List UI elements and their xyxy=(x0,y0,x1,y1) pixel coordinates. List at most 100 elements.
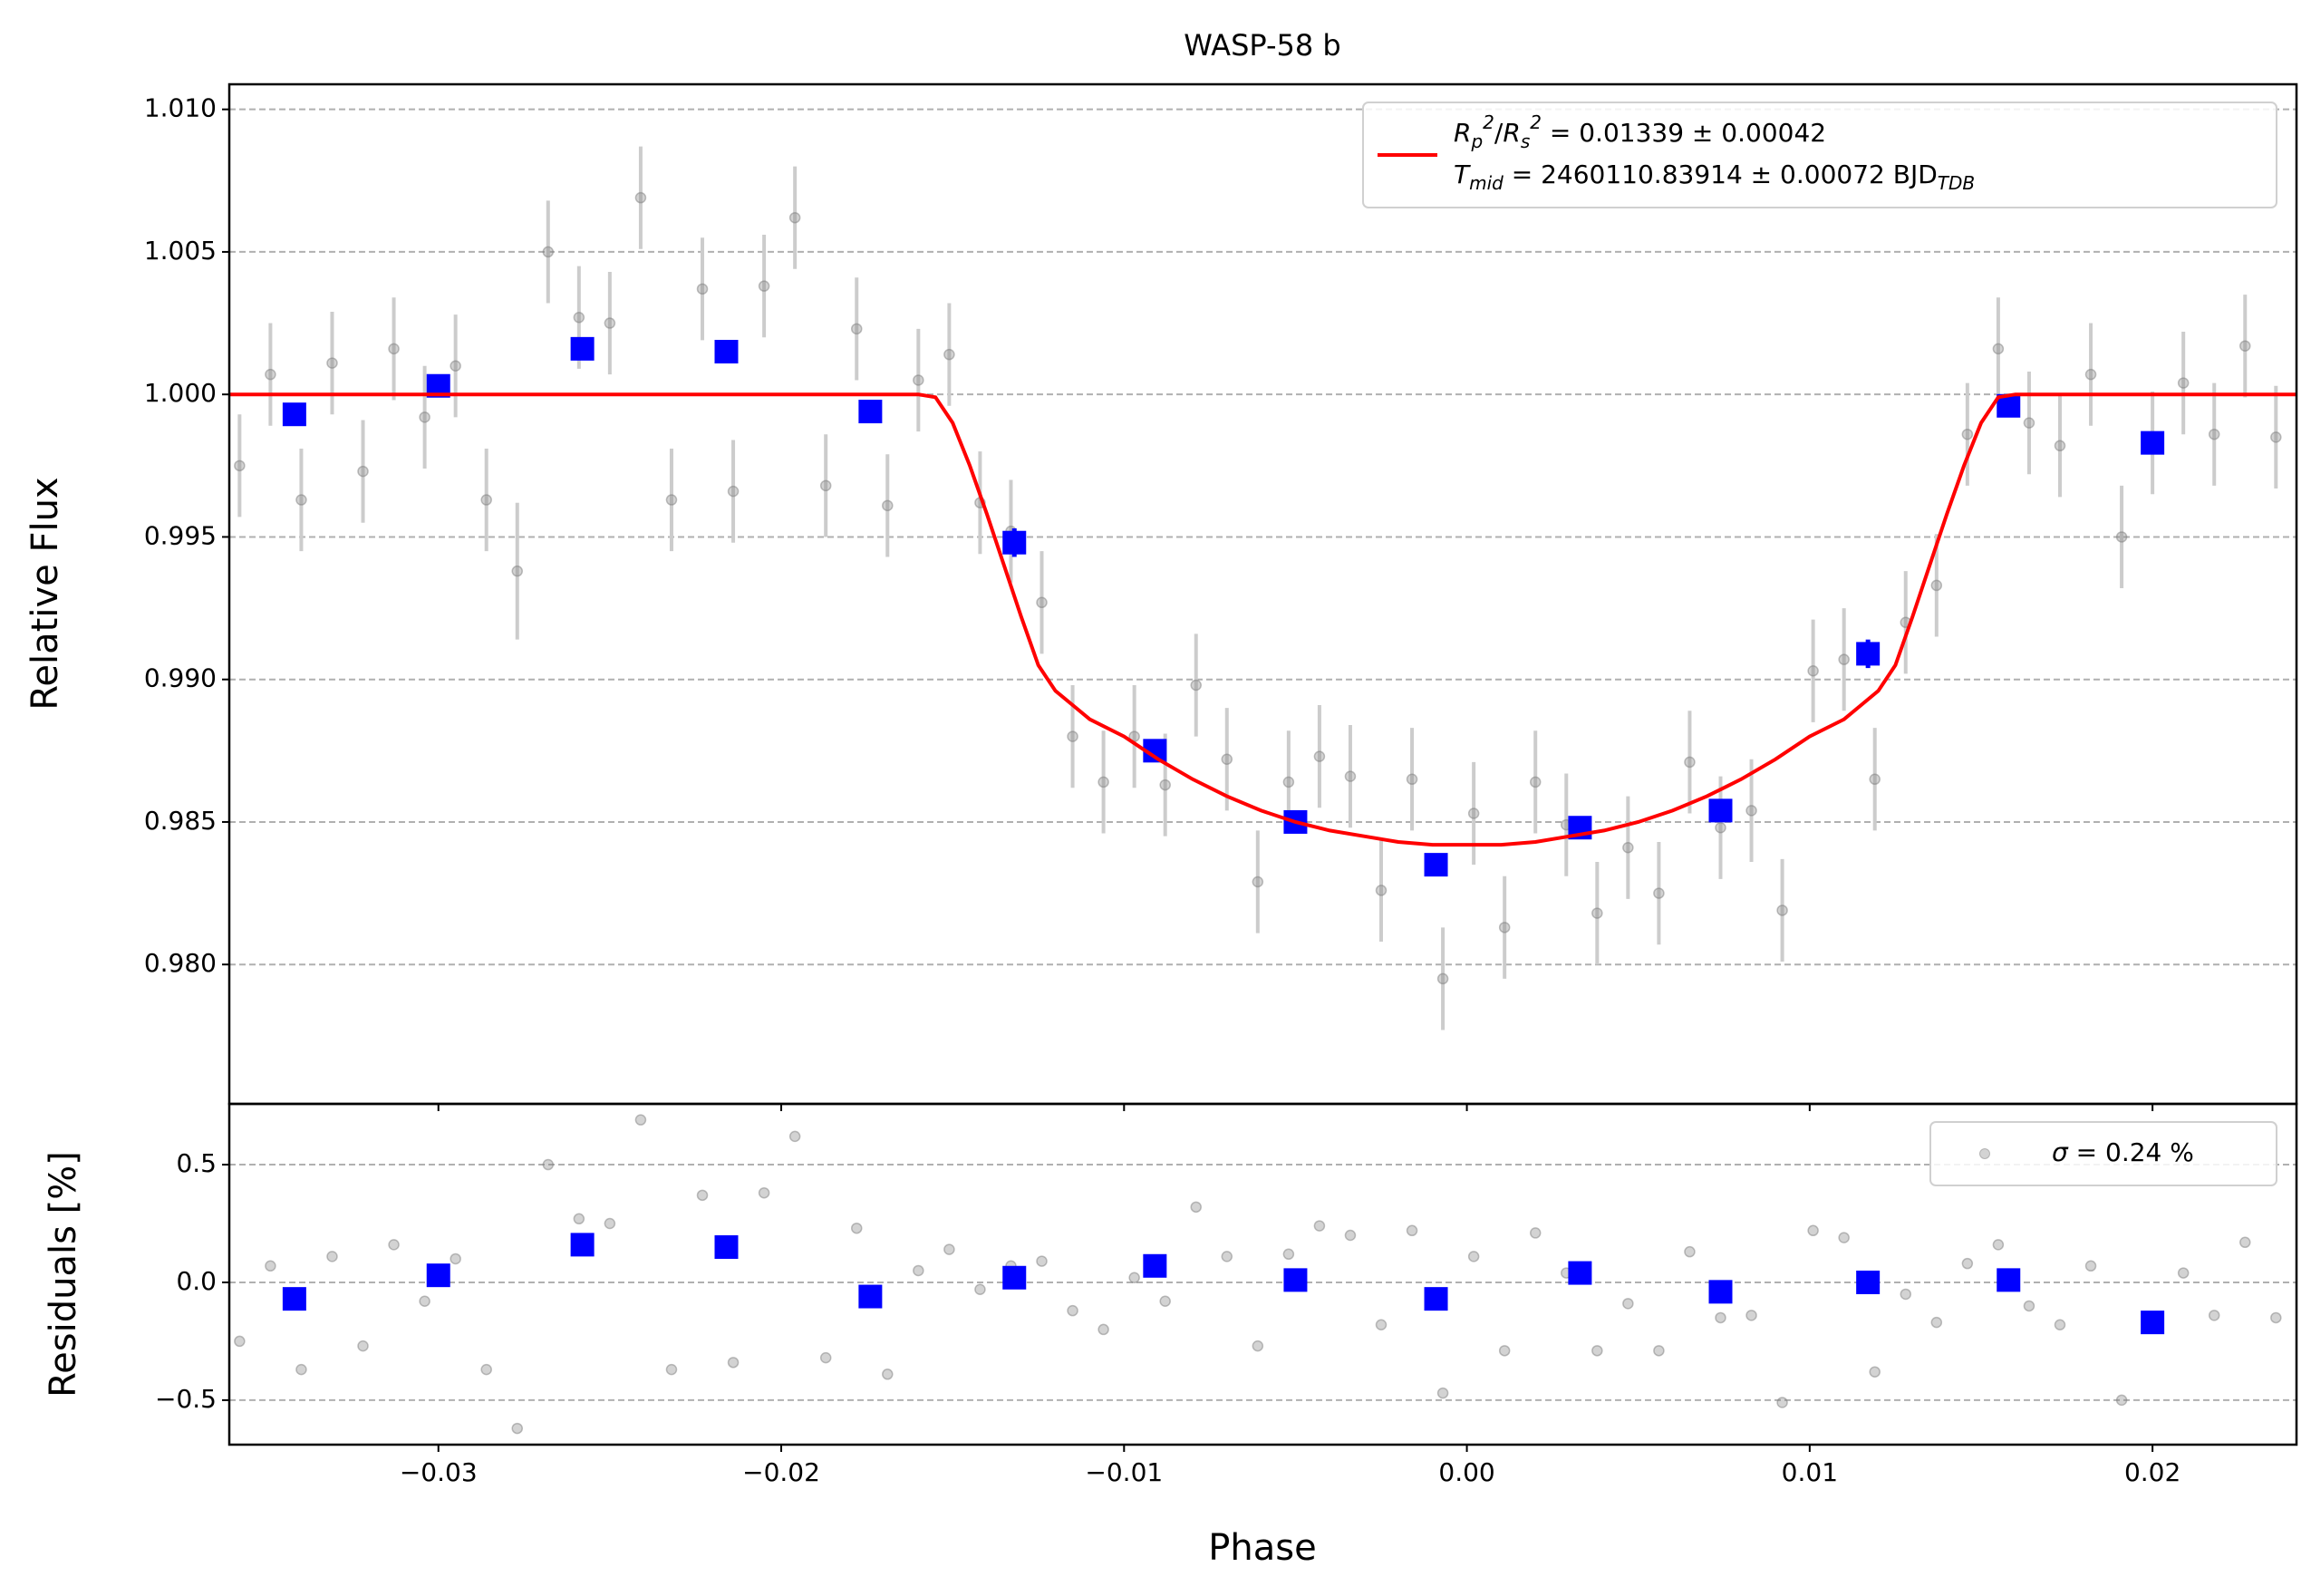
data-point xyxy=(727,485,740,498)
binned-point xyxy=(1708,798,1733,823)
legend-swatch xyxy=(1979,1148,1990,1159)
data-point xyxy=(1807,665,1819,677)
plot-area xyxy=(234,1114,2282,1435)
data-point xyxy=(326,357,338,369)
binned-point xyxy=(2141,430,2165,455)
data-point xyxy=(573,1213,585,1225)
data-point xyxy=(1684,756,1696,769)
data-point xyxy=(511,565,524,577)
legend-text: T xyxy=(1454,160,1471,189)
data-point xyxy=(758,280,770,292)
data-point xyxy=(943,348,955,361)
data-point xyxy=(2270,1311,2282,1324)
data-point xyxy=(542,246,555,258)
legend-text: TDB xyxy=(1938,172,1975,194)
binned-point xyxy=(282,1287,306,1311)
data-point xyxy=(573,312,585,324)
data-point xyxy=(1776,904,1788,916)
binned-point xyxy=(1424,1287,1448,1311)
data-point xyxy=(265,368,276,381)
data-point xyxy=(1067,730,1078,742)
x-tick-label: 0.01 xyxy=(1782,1457,1838,1487)
data-point xyxy=(696,283,709,295)
data-point xyxy=(388,1239,400,1251)
data-point xyxy=(1961,428,1974,440)
legend-text: p xyxy=(1470,131,1483,152)
binned-point xyxy=(1002,530,1027,555)
binned-point xyxy=(2141,1311,2165,1335)
y-tick-label: 1.005 xyxy=(144,236,217,266)
data-point xyxy=(234,459,246,472)
data-point xyxy=(1529,1227,1542,1239)
y-tick-label: 0.980 xyxy=(144,948,217,978)
data-point xyxy=(2023,1300,2035,1312)
y-tick-label: 0.990 xyxy=(144,663,217,693)
data-point xyxy=(1128,1272,1140,1284)
data-point xyxy=(1252,875,1264,888)
x-tick-label: 0.00 xyxy=(1438,1457,1494,1487)
data-point xyxy=(2270,431,2282,443)
data-point xyxy=(388,343,400,355)
data-point xyxy=(1776,1397,1788,1408)
data-point xyxy=(1869,1366,1881,1378)
y-tick-label: −0.5 xyxy=(155,1384,217,1414)
data-point xyxy=(2208,428,2220,440)
y-tick-label: 0.5 xyxy=(176,1148,217,1178)
data-point xyxy=(1467,1251,1480,1262)
data-point xyxy=(357,1340,369,1352)
data-point xyxy=(1375,1319,1388,1330)
data-point xyxy=(758,1186,770,1199)
data-point xyxy=(665,494,678,506)
data-point xyxy=(1282,1248,1295,1261)
data-point xyxy=(2023,417,2035,429)
data-point xyxy=(2177,377,2190,389)
legend: σ = 0.24 % xyxy=(1929,1121,2277,1186)
data-point xyxy=(265,1260,276,1272)
data-point xyxy=(1406,773,1418,786)
data-point xyxy=(1036,1255,1048,1267)
x-axis-label: Phase xyxy=(1208,1527,1316,1569)
data-point xyxy=(1190,1201,1202,1214)
legend-text: mid xyxy=(1469,172,1504,194)
binned-point xyxy=(1002,1265,1027,1290)
data-point xyxy=(819,479,832,492)
data-point xyxy=(1436,1387,1449,1399)
data-point xyxy=(1715,1311,1726,1324)
data-point xyxy=(727,1357,740,1369)
legend-text: s xyxy=(1521,131,1530,152)
data-point xyxy=(788,211,801,224)
plot-area xyxy=(229,146,2296,1030)
data-point xyxy=(542,1158,555,1171)
legend-text: R xyxy=(1454,118,1471,148)
data-point xyxy=(1159,1295,1171,1308)
data-point xyxy=(1622,1298,1634,1310)
x-tick-label: 0.02 xyxy=(2124,1457,2180,1487)
data-point xyxy=(326,1251,338,1262)
legend-box xyxy=(1929,1121,2277,1186)
data-point xyxy=(1622,842,1634,854)
binned-point xyxy=(570,336,595,361)
x-tick-label: −0.01 xyxy=(1085,1457,1163,1487)
data-point xyxy=(480,494,492,506)
binned-point xyxy=(1568,1261,1592,1285)
binned-point xyxy=(858,1284,883,1309)
legend-text: σ xyxy=(2052,1137,2069,1167)
data-point xyxy=(604,1217,616,1230)
binned-point xyxy=(282,402,306,427)
data-point xyxy=(1498,1345,1511,1357)
data-point xyxy=(2115,1394,2128,1407)
data-point xyxy=(974,1283,986,1296)
data-point xyxy=(634,191,647,204)
data-point xyxy=(1097,776,1109,788)
data-point xyxy=(1221,1251,1233,1262)
data-point xyxy=(1097,1323,1109,1336)
legend-text: R xyxy=(1503,118,1520,148)
legend-label: Rp2/Rs2 = 0.01339 ± 0.00042 xyxy=(1454,111,1826,152)
data-point xyxy=(2177,1267,2190,1279)
data-point xyxy=(1344,770,1357,782)
binned-point xyxy=(570,1233,595,1257)
y-tick-label: 1.000 xyxy=(144,378,217,408)
data-point xyxy=(1282,776,1295,788)
data-point xyxy=(1930,579,1943,592)
